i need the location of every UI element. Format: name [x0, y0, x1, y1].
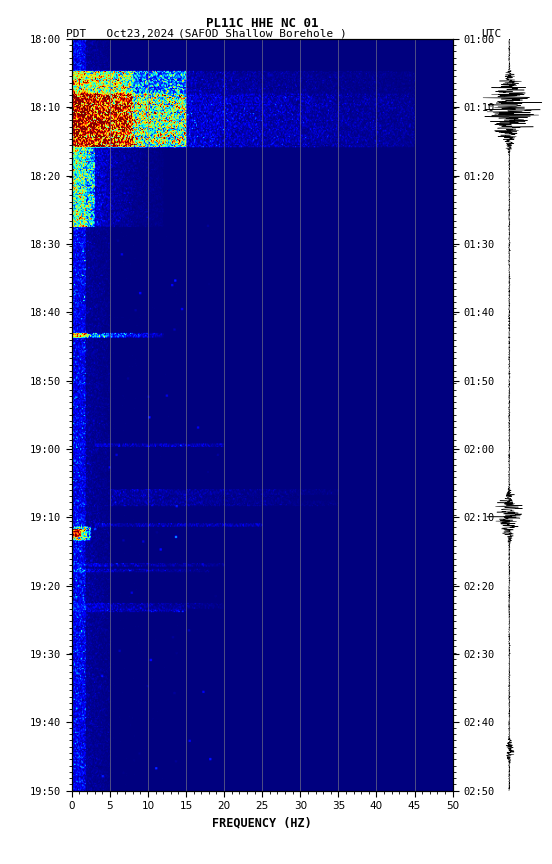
X-axis label: FREQUENCY (HZ): FREQUENCY (HZ): [213, 816, 312, 829]
Text: PDT   Oct23,2024: PDT Oct23,2024: [66, 29, 174, 39]
Text: (SAFOD Shallow Borehole ): (SAFOD Shallow Borehole ): [178, 29, 347, 39]
Text: PL11C HHE NC 01: PL11C HHE NC 01: [206, 17, 319, 30]
Text: UTC: UTC: [481, 29, 501, 39]
